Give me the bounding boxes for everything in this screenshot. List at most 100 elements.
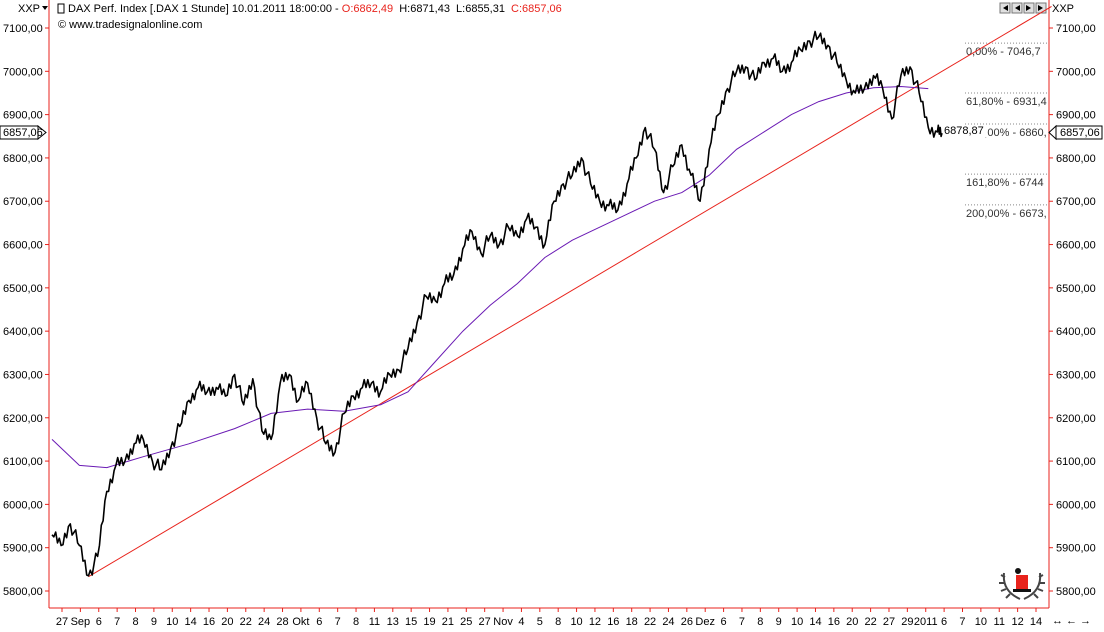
y-tick-label-left: 6400,00 [3, 326, 43, 338]
x-tick-label: 19 [423, 616, 435, 628]
x-tick-label: 27 [56, 616, 68, 628]
x-tick-label: 21 [442, 616, 454, 628]
y-tick-label-right: 6000,00 [1056, 499, 1096, 511]
y-tick-label-left: 7000,00 [3, 66, 43, 78]
y-tick-label-right: 5900,00 [1056, 543, 1096, 555]
y-tick-label-right: 6700,00 [1056, 196, 1096, 208]
x-tick-label: 11 [994, 616, 1005, 628]
x-tick-label: 22 [864, 616, 876, 628]
x-tick-label: 7 [739, 616, 745, 628]
x-tick-label: 10 [166, 616, 178, 628]
y-tick-label-left: 6100,00 [3, 456, 43, 468]
x-tick-label: 2011 [914, 616, 938, 628]
x-tick-label: 7 [959, 616, 965, 628]
current-price-right: 6857,06 [1048, 124, 1103, 141]
x-tick-label: 27 [883, 616, 895, 628]
x-tick-label: 8 [555, 616, 561, 628]
y-tick-label-right: 6900,00 [1056, 110, 1096, 122]
copyright-text: © www.tradesignalonline.com [58, 19, 202, 31]
x-tick-label: 27 [479, 616, 491, 628]
y-tick-label-right: 6100,00 [1056, 456, 1096, 468]
x-tick-label: 29 [901, 616, 913, 628]
x-tick-label: 24 [258, 616, 270, 628]
x-tick-label: 7 [335, 616, 341, 628]
right-symbol-label: XXP [1052, 3, 1074, 15]
x-tick-label: 16 [607, 616, 619, 628]
x-tick-label: 6 [96, 616, 102, 628]
chart-title: DAX Perf. Index [.DAX 1 Stunde] 10.01.20… [68, 3, 562, 15]
y-tick-label-left: 6900,00 [3, 110, 43, 122]
y-axis-left: 7100,00 7000,00 6900,00 6800,00 6700,00 6600,… [3, 23, 49, 598]
x-tick-label: 15 [405, 616, 417, 628]
y-tick-label-left: 6300,00 [3, 369, 43, 381]
tradesignal-logo [999, 568, 1045, 600]
arrows-left-icon[interactable]: ← [1066, 615, 1077, 627]
y-tick-label-left: 5800,00 [3, 586, 43, 598]
x-tick-label: 13 [387, 616, 399, 628]
x-tick-label: 20 [846, 616, 858, 628]
y-tick-label-left: 7100,00 [3, 23, 43, 35]
current-price-left: 6857,06 [0, 124, 47, 141]
x-tick-label: 6 [941, 616, 947, 628]
x-tick-label: 10 [975, 616, 987, 628]
x-tick-label: 5 [537, 616, 543, 628]
x-tick-label: Sep [71, 616, 91, 628]
x-tick-label: 6 [316, 616, 322, 628]
current-price-right-label: 6857,06 [1060, 127, 1100, 139]
x-axis: 27 Sep 6 7 8 9 10 14 16 20 22 24 28 Okt 6 7 8 11 13 15 19 21 2… [56, 608, 1042, 628]
x-tick-label: 8 [132, 616, 138, 628]
x-tick-label: 10 [791, 616, 803, 628]
y-tick-label-left: 6600,00 [3, 240, 43, 252]
trendline[interactable] [88, 6, 1052, 578]
fib-level-label: 200,00% - 6673, [966, 208, 1047, 220]
y-axis-right: 7100,00 7000,00 6900,00 6800,00 6700,00 6600,… [1049, 23, 1096, 598]
chevron-down-icon[interactable] [42, 6, 48, 10]
x-tick-label: 16 [203, 616, 215, 628]
x-tick-label: Nov [493, 616, 513, 628]
x-tick-label: 7 [114, 616, 120, 628]
x-tick-label: 4 [518, 616, 524, 628]
x-tick-label: 14 [1030, 616, 1042, 628]
arrows-right-icon[interactable]: → [1080, 615, 1091, 627]
x-tick-label: 8 [757, 616, 763, 628]
x-tick-label: 26 [681, 616, 693, 628]
symbol-menu-label[interactable]: XXP [18, 3, 40, 15]
x-tick-label: 9 [151, 616, 157, 628]
x-tick-label: 22 [240, 616, 252, 628]
x-tick-label: 24 [662, 616, 674, 628]
x-tick-label: Okt [292, 616, 309, 628]
x-tick-label: 12 [1011, 616, 1023, 628]
y-tick-label-right: 7100,00 [1056, 23, 1096, 35]
y-tick-label-right: 6800,00 [1056, 153, 1096, 165]
y-tick-label-right: 6300,00 [1056, 369, 1096, 381]
x-tick-label: 25 [460, 616, 472, 628]
x-tick-label: 14 [809, 616, 821, 628]
y-tick-label-right: 6200,00 [1056, 413, 1096, 425]
arrows-horizontal-icon[interactable]: ↔ [1052, 615, 1063, 627]
zoom-controls: ↔ ← → [1052, 615, 1091, 627]
y-tick-label-left: 6500,00 [3, 283, 43, 295]
x-tick-label: 18 [626, 616, 638, 628]
y-tick-label-left: 6000,00 [3, 499, 43, 511]
x-tick-label: 20 [221, 616, 233, 628]
fib-level-label: 0,00% - 7046,7 [966, 46, 1041, 58]
x-tick-label: 22 [644, 616, 656, 628]
price-line [51, 30, 943, 577]
fib-level-label: 161,80% - 6744 [966, 177, 1044, 189]
x-tick-label: 10 [570, 616, 582, 628]
trendline-value: 6878,87 [943, 125, 987, 137]
x-tick-label: 12 [589, 616, 601, 628]
x-tick-label: 11 [369, 616, 380, 628]
chart-header: XXP DAX Perf. Index [.DAX 1 Stunde] 10.0… [18, 3, 1074, 31]
y-tick-label-left: 5900,00 [3, 543, 43, 555]
candle-icon [57, 3, 65, 14]
trendline-value-label: 6878,87 [944, 125, 984, 137]
y-tick-label-right: 6500,00 [1056, 283, 1096, 295]
x-tick-label: Dez [695, 616, 715, 628]
y-tick-label-right: 5800,00 [1056, 586, 1096, 598]
y-tick-label-left: 6800,00 [3, 153, 43, 165]
x-tick-label: 9 [776, 616, 782, 628]
y-tick-label-left: 6200,00 [3, 413, 43, 425]
y-tick-label-right: 6600,00 [1056, 240, 1096, 252]
